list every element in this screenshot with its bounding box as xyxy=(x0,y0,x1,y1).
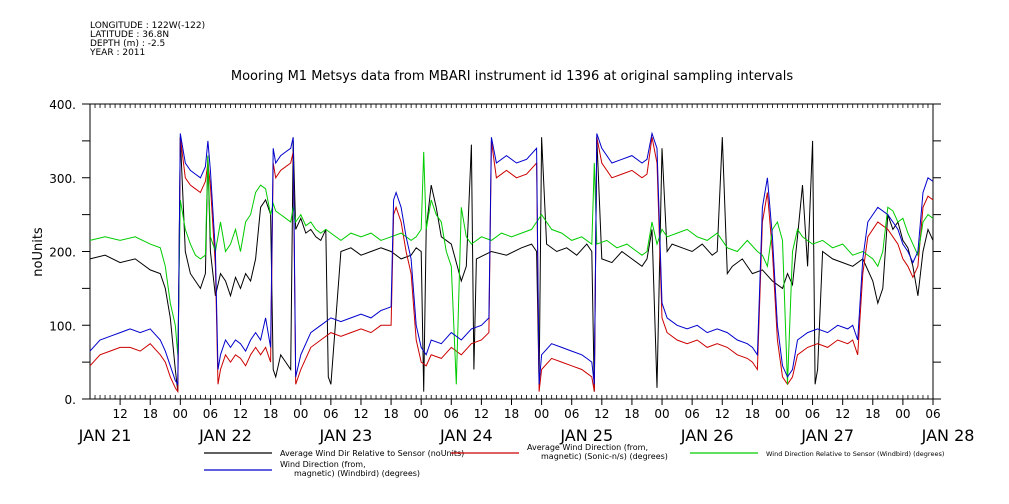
x-tick-label: 18 xyxy=(745,407,760,421)
y-tick-label: 200. xyxy=(49,246,76,260)
y-tick-label: 100. xyxy=(49,319,76,333)
x-day-label: JAN 22 xyxy=(198,426,252,445)
x-tick-label: 06 xyxy=(203,407,218,421)
series-line-2 xyxy=(89,137,934,394)
axes: 12 18 00 06 12 18 00 06 12 18 00 06 12 18 00 06 12 18 00 06… xyxy=(49,98,974,445)
x-tick-label: 12 xyxy=(112,407,127,421)
x-tick-label: 06 xyxy=(323,407,338,421)
header-year: YEAR : 2011 xyxy=(90,48,146,58)
x-tick-label: 12 xyxy=(835,407,850,421)
x-tick-label: 18 xyxy=(865,407,880,421)
x-tick-label: 00 xyxy=(414,407,429,421)
legend-label-2: Average Wind Direction (from, magnetic) (… xyxy=(527,443,668,461)
x-tick-label: 18 xyxy=(624,407,639,421)
x-tick-label: 12 xyxy=(353,407,368,421)
x-tick-label: 06 xyxy=(805,407,820,421)
x-day-label: JAN 27 xyxy=(800,426,854,445)
series-line-1 xyxy=(89,137,934,392)
x-tick-label: 12 xyxy=(233,407,248,421)
header-longitude: LONGITUDE : 122W(-122) xyxy=(90,21,206,31)
header-depth: DEPTH (m) : -2.5 xyxy=(90,39,166,49)
x-day-label: JAN 24 xyxy=(439,426,493,445)
x-tick-label: 12 xyxy=(474,407,489,421)
legend-label-4: Wind Direction (from, magnetic) (Windbird… xyxy=(280,460,420,478)
series-lines xyxy=(89,131,934,394)
x-tick-label: 00 xyxy=(293,407,308,421)
series-line-3 xyxy=(89,151,934,385)
x-tick-label: 00 xyxy=(775,407,790,421)
x-day-label: JAN 21 xyxy=(78,426,132,445)
legend: Average Wind Dir Relative to Sensor (noU… xyxy=(204,443,944,478)
x-tick-label: 12 xyxy=(594,407,609,421)
x-tick-label: 06 xyxy=(925,407,940,421)
x-tick-label: 00 xyxy=(534,407,549,421)
y-tick-label: 400. xyxy=(49,98,76,112)
legend-label-1: Average Wind Dir Relative to Sensor (noU… xyxy=(280,449,464,458)
series-line-4 xyxy=(89,131,934,386)
x-tick-label: 00 xyxy=(895,407,910,421)
y-axis-label: noUnits xyxy=(31,227,46,277)
x-tick-label: 00 xyxy=(173,407,188,421)
x-tick-label: 00 xyxy=(654,407,669,421)
chart-title: Mooring M1 Metsys data from MBARI instru… xyxy=(231,69,793,84)
x-tick-label: 06 xyxy=(444,407,459,421)
y-tick-label: 300. xyxy=(49,172,76,186)
x-day-label: JAN 28 xyxy=(921,426,975,445)
y-tick-label: 0. xyxy=(65,393,76,407)
x-tick-label: 18 xyxy=(263,407,278,421)
x-day-label: JAN 23 xyxy=(319,426,373,445)
x-tick-label: 18 xyxy=(143,407,158,421)
x-tick-label: 18 xyxy=(504,407,519,421)
header-latitude: LATITUDE : 36.8N xyxy=(90,30,170,40)
x-tick-label: 06 xyxy=(564,407,579,421)
x-day-label: JAN 25 xyxy=(559,426,613,445)
x-tick-label: 12 xyxy=(715,407,730,421)
x-day-label: JAN 26 xyxy=(680,426,734,445)
x-tick-label: 06 xyxy=(685,407,700,421)
x-tick-label: 18 xyxy=(383,407,398,421)
legend-label-3: Wind Direction Relative to Sensor (Windb… xyxy=(766,450,944,458)
